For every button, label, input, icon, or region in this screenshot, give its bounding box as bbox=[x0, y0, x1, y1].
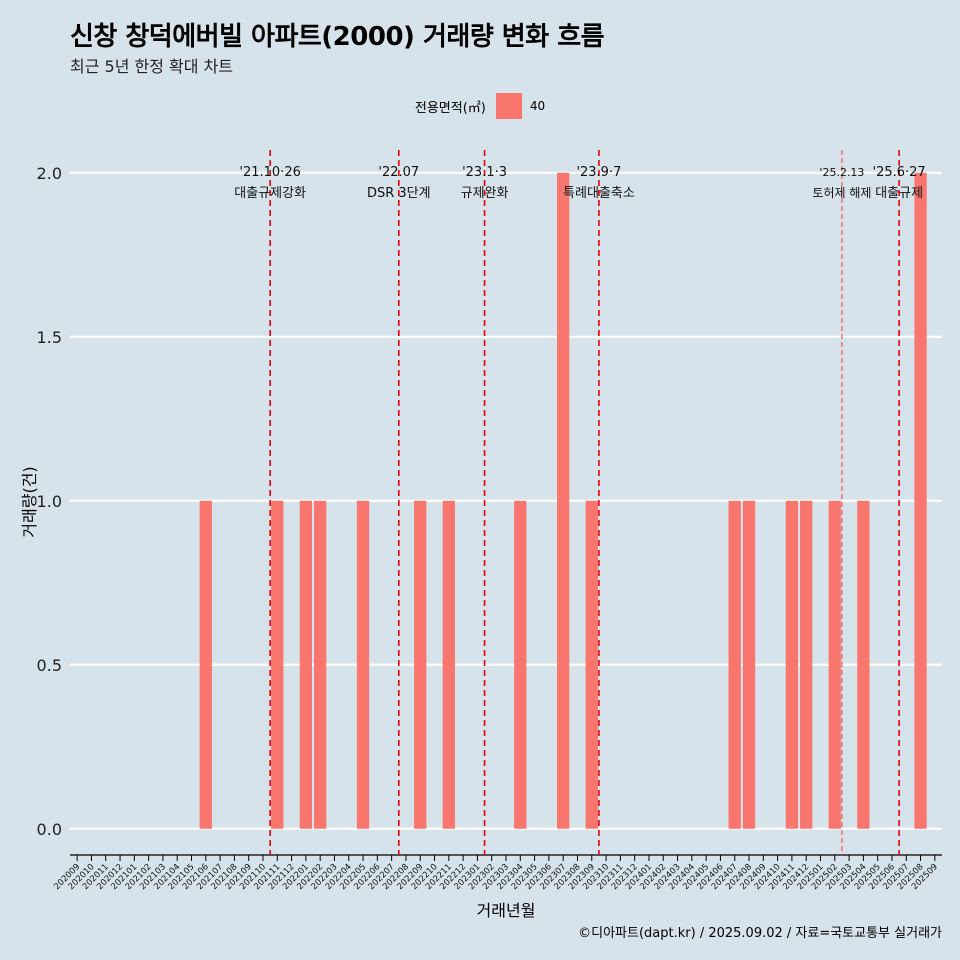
event-label: 규제완화 bbox=[461, 186, 509, 201]
bar bbox=[742, 500, 756, 829]
y-tick-label: 2.0 bbox=[37, 164, 62, 183]
bar bbox=[585, 500, 598, 829]
y-tick-label: 1.5 bbox=[37, 328, 62, 347]
y-tick-label: 0.5 bbox=[37, 656, 62, 675]
bar bbox=[442, 500, 455, 829]
bar bbox=[271, 500, 284, 829]
legend-label: 40 bbox=[529, 99, 546, 113]
y-tick-label: 1.0 bbox=[37, 492, 62, 511]
bar bbox=[514, 500, 527, 829]
bar bbox=[828, 500, 841, 829]
event-label: 토허제 해제 bbox=[812, 186, 871, 200]
bar bbox=[914, 172, 927, 829]
chart-subtitle: 최근 5년 한정 확대 차트 bbox=[70, 57, 234, 76]
legend-swatch bbox=[495, 93, 522, 119]
bar bbox=[785, 500, 799, 829]
event-label: 대출규제강화 bbox=[234, 186, 306, 201]
event-label: DSR 3단계 bbox=[367, 186, 431, 201]
event-label: 특례대출축소 bbox=[563, 186, 635, 201]
y-tick-label: 0.0 bbox=[37, 820, 62, 839]
bar bbox=[800, 500, 813, 829]
event-date-label: '21.10·26 bbox=[239, 165, 300, 180]
bar bbox=[557, 172, 570, 829]
event-label: 대출규제 bbox=[875, 186, 923, 201]
event-date-label: '22.07 bbox=[378, 165, 419, 180]
event-date-label: '23.1·3 bbox=[462, 165, 507, 180]
event-date-label: '25.2.13 bbox=[819, 166, 864, 179]
x-axis-label: 거래년월 bbox=[476, 901, 536, 920]
bar bbox=[414, 500, 427, 829]
event-date-label: '23.9·7 bbox=[576, 165, 621, 180]
bar bbox=[728, 500, 741, 829]
bar bbox=[356, 500, 370, 829]
bar bbox=[199, 500, 212, 829]
chart-title: 신창 창덕에버빌 아파트(2000) 거래량 변화 흐름 bbox=[70, 22, 605, 52]
bar bbox=[299, 500, 313, 829]
y-axis-label: 거래량(건) bbox=[20, 466, 39, 538]
legend-title: 전용면적(㎡) bbox=[414, 100, 486, 116]
source-caption: ©디아파트(dapt.kr) / 2025.09.02 / 자료=국토교통부 실… bbox=[578, 926, 942, 941]
legend: 전용면적(㎡) 40 bbox=[0, 93, 960, 119]
event-date-label: '25.6·27 bbox=[873, 165, 926, 180]
bar bbox=[314, 500, 327, 829]
bar bbox=[857, 500, 870, 829]
